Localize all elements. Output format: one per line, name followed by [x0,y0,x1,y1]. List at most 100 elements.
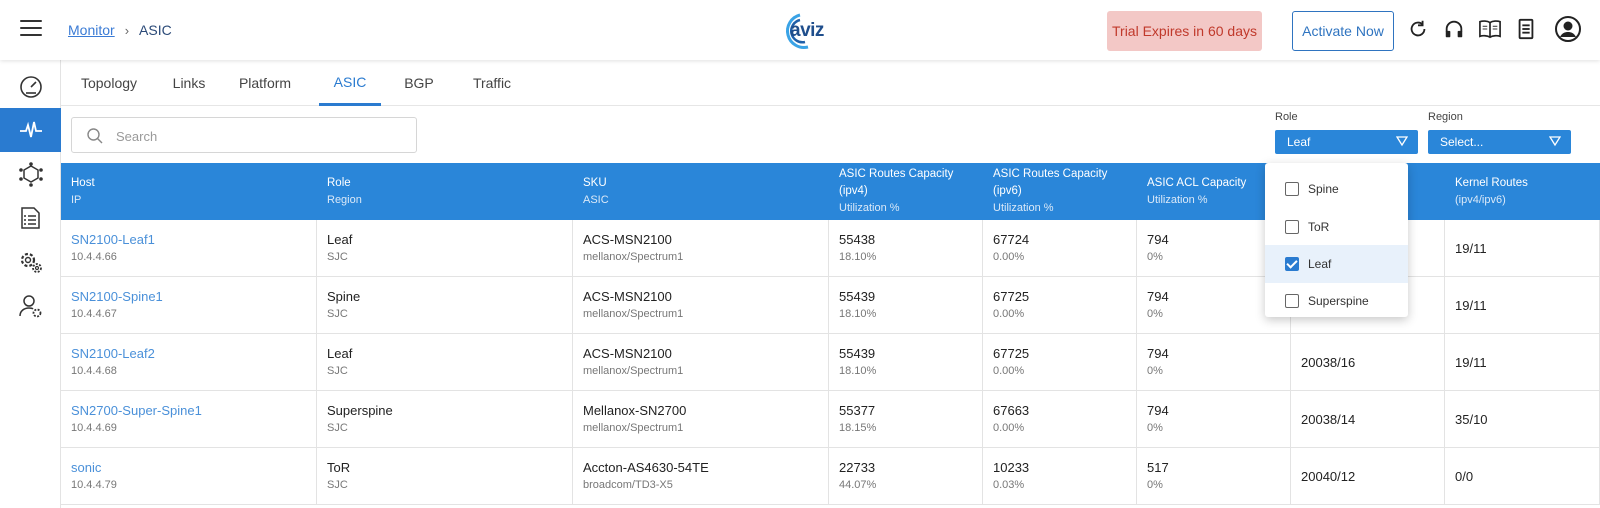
col-kernel-sub: (ipv4/ipv6) [1455,193,1506,206]
sidebar-item-users[interactable] [0,284,61,328]
host-link[interactable]: sonic [71,460,102,475]
table-body: SN2100-Leaf1 10.4.4.66 Leaf SJC ACS-MSN2100 m… [61,220,1600,505]
tab-bgp[interactable]: BGP [404,75,434,91]
role-option-spine[interactable]: Spine [1265,170,1408,208]
account-icon[interactable] [1553,14,1583,44]
cell-routes: 20040/12 [1291,448,1445,505]
cell-acl-value: 794 [1147,232,1169,247]
search-input[interactable] [116,126,396,146]
breadcrumb-separator: › [124,22,130,38]
role-option-superspine[interactable]: Superspine [1265,282,1408,320]
book-icon[interactable] [1477,16,1503,42]
cell-sku: ACS-MSN2100 mellanox/Spectrum1 [573,220,829,277]
cell-role-value: ToR [327,460,351,475]
cell-routes-value: 20038/16 [1301,354,1356,370]
sidebar-item-monitor[interactable] [0,108,61,152]
col-routes-ipv4[interactable]: ASIC Routes Capacity (ipv4) Utilization … [829,163,983,220]
host-link[interactable]: SN2700-Super-Spine1 [71,403,202,418]
tab-traffic[interactable]: Traffic [472,75,512,91]
role-filter-select[interactable]: Leaf [1275,130,1418,154]
role-option-tor[interactable]: ToR [1265,208,1408,246]
col-sku-title: SKU [583,176,607,189]
col-acl-capacity[interactable]: ASIC ACL Capacity Utilization % [1137,163,1291,220]
hamburger-menu-icon[interactable] [20,20,42,40]
cell-role-value: Superspine [327,403,393,418]
checkbox-checked-icon[interactable] [1285,257,1299,271]
network-cube-icon [18,162,43,187]
cell-host: SN2100-Leaf2 10.4.4.68 [61,334,317,391]
sidebar [0,60,61,508]
cell-routes-ipv4-subvalue: 44.07% [839,479,877,491]
cell-sku-value: ACS-MSN2100 [583,289,672,304]
col-acl-sub: Utilization % [1147,193,1208,206]
cell-host-subvalue: 10.4.4.69 [71,422,117,434]
col-host-title: Host [71,176,95,189]
refresh-icon[interactable] [1405,16,1431,42]
cell-routes-value: 20040/12 [1301,468,1356,484]
cell-routes [1291,220,1445,277]
col-routes-ipv4-title2: (ipv4) [839,185,868,197]
dashboard-gauge-icon [19,76,42,98]
cell-sku-value: Mellanox-SN2700 [583,403,687,418]
col-kernel-routes[interactable]: Kernel Routes (ipv4/ipv6) [1445,163,1600,220]
region-filter-select[interactable]: Select... [1428,130,1571,154]
table-row: sonic 10.4.4.79 ToR SJC Accton-AS4630-54TE br… [61,448,1600,505]
cell-sku: ACS-MSN2100 mellanox/Spectrum1 [573,334,829,391]
top-bar: Monitor › ASIC aviz Trial Expires in 60 … [0,0,1600,60]
cell-sku: Mellanox-SN2700 mellanox/Spectrum1 [573,391,829,448]
cell-host: SN2700-Super-Spine1 10.4.4.69 [61,391,317,448]
activate-now-button[interactable]: Activate Now [1292,11,1394,51]
cell-routes-ipv4-value: 55439 [839,346,876,361]
cell-sku-value: Accton-AS4630-54TE [583,460,709,475]
cell-acl-value: 517 [1147,460,1169,475]
tab-links[interactable]: Links [172,75,206,91]
tab-topology[interactable]: Topology [80,75,138,91]
cell-routes-ipv6: 67725 0.00% [983,277,1137,334]
headset-icon[interactable] [1441,16,1467,42]
col-host[interactable]: Host IP [61,163,317,220]
cell-acl-subvalue: 0% [1147,422,1163,434]
col-routes-ipv6[interactable]: ASIC Routes Capacity (ipv6) Utilization … [983,163,1137,220]
cell-sku-subvalue: mellanox/Spectrum1 [583,365,684,377]
cell-kernel-routes: 19/11 [1445,277,1600,334]
search-box [71,117,417,153]
cell-routes-ipv4-value: 55439 [839,289,876,304]
role-option-leaf[interactable]: Leaf [1265,245,1408,283]
cell-kernel-routes: 35/10 [1445,391,1600,448]
cell-kernel-routes-value: 0/0 [1455,468,1474,484]
cell-role: Leaf SJC [317,220,573,277]
col-sku[interactable]: SKU ASIC [573,163,829,220]
sidebar-item-config[interactable] [0,196,61,240]
checkbox-unchecked-icon[interactable] [1285,182,1299,196]
cell-acl-subvalue: 0% [1147,308,1163,320]
cell-role-subvalue: SJC [327,365,348,377]
cell-role: Spine SJC [317,277,573,334]
breadcrumb-monitor-link[interactable]: Monitor [68,22,115,38]
cell-role-value: Leaf [327,232,353,247]
cell-routes: 20038/16 [1291,334,1445,391]
role-dropdown-menu: Spine ToR Leaf Superspine [1265,163,1408,317]
col-routes-ipv6-sub: Utilization % [993,202,1054,214]
document-icon[interactable] [1513,16,1539,42]
cell-routes-ipv4: 22733 44.07% [829,448,983,505]
col-role[interactable]: Role Region [317,163,573,220]
cell-routes-ipv6-subvalue: 0.00% [993,365,1025,377]
cell-role-subvalue: SJC [327,251,348,263]
host-link[interactable]: SN2100-Spine1 [71,289,163,304]
host-link[interactable]: SN2100-Leaf1 [71,232,155,247]
cell-routes-ipv4-value: 22733 [839,460,876,475]
sidebar-item-settings[interactable] [0,240,61,284]
sidebar-item-dashboard[interactable] [0,64,61,108]
tab-platform[interactable]: Platform [238,75,292,91]
cell-host-subvalue: 10.4.4.79 [71,479,117,491]
cell-sku-value: ACS-MSN2100 [583,346,672,361]
tab-asic[interactable]: ASIC [319,60,381,106]
cell-routes-ipv6-subvalue: 0.00% [993,308,1025,320]
checkbox-unchecked-icon[interactable] [1285,220,1299,234]
sidebar-item-network[interactable] [0,152,61,196]
cell-kernel-routes-value: 19/11 [1455,354,1487,370]
checkbox-unchecked-icon[interactable] [1285,294,1299,308]
cell-routes-ipv6: 67663 0.00% [983,391,1137,448]
cell-kernel-routes: 19/11 [1445,220,1600,277]
host-link[interactable]: SN2100-Leaf2 [71,346,155,361]
